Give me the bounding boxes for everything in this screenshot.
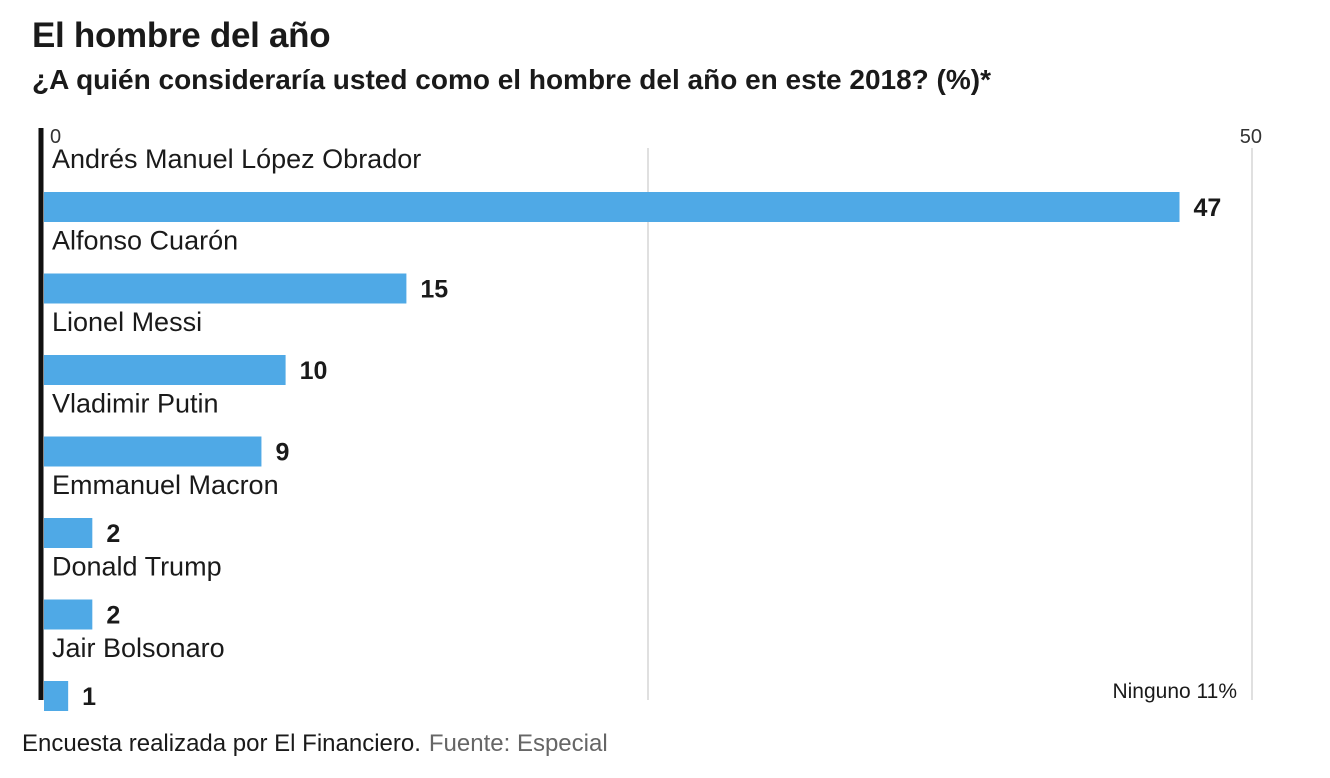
- tick-label-0: 0: [50, 126, 61, 148]
- value-label: 1: [82, 683, 96, 711]
- value-label: 15: [420, 276, 448, 304]
- category-label: Emmanuel Macron: [52, 470, 279, 500]
- chart-subtitle: ¿A quién consideraría usted como el homb…: [32, 64, 991, 95]
- tick-label-50: 50: [1240, 126, 1262, 148]
- bar: [44, 355, 286, 385]
- gridlines: [647, 148, 1253, 700]
- category-label: Andrés Manuel López Obrador: [52, 144, 421, 174]
- bars: Andrés Manuel López Obrador 47 Alfonso Cua…: [44, 144, 1221, 711]
- value-label: 2: [106, 520, 120, 548]
- bar-chart: Andrés Manuel López Obrador 47 Alfonso Cua…: [38, 126, 1262, 711]
- bar: [44, 192, 1180, 222]
- annotation-none: Ninguno 11%: [1112, 680, 1237, 703]
- bar: [44, 681, 69, 711]
- category-label: Donald Trump: [52, 552, 222, 582]
- bar: [44, 273, 407, 304]
- footer-note: Encuesta realizada por El Financiero.: [22, 730, 421, 757]
- x-axis-ticks: 0 50: [50, 126, 1262, 148]
- category-label: Vladimir Putin: [52, 389, 219, 419]
- footer-source: Fuente: Especial: [428, 730, 608, 757]
- bar: [44, 436, 262, 467]
- category-label: Lionel Messi: [52, 307, 202, 337]
- footer: Encuesta realizada por El Financiero. Fue…: [22, 730, 608, 758]
- category-label: Jair Bolsonaro: [52, 633, 225, 663]
- value-label: 2: [106, 602, 120, 630]
- chart-title: El hombre del año: [32, 16, 331, 55]
- value-label: 10: [300, 357, 328, 385]
- value-label: 9: [275, 439, 289, 467]
- bar: [44, 518, 93, 548]
- category-label: Alfonso Cuarón: [52, 226, 238, 256]
- value-label: 47: [1194, 194, 1222, 222]
- bar: [44, 599, 93, 630]
